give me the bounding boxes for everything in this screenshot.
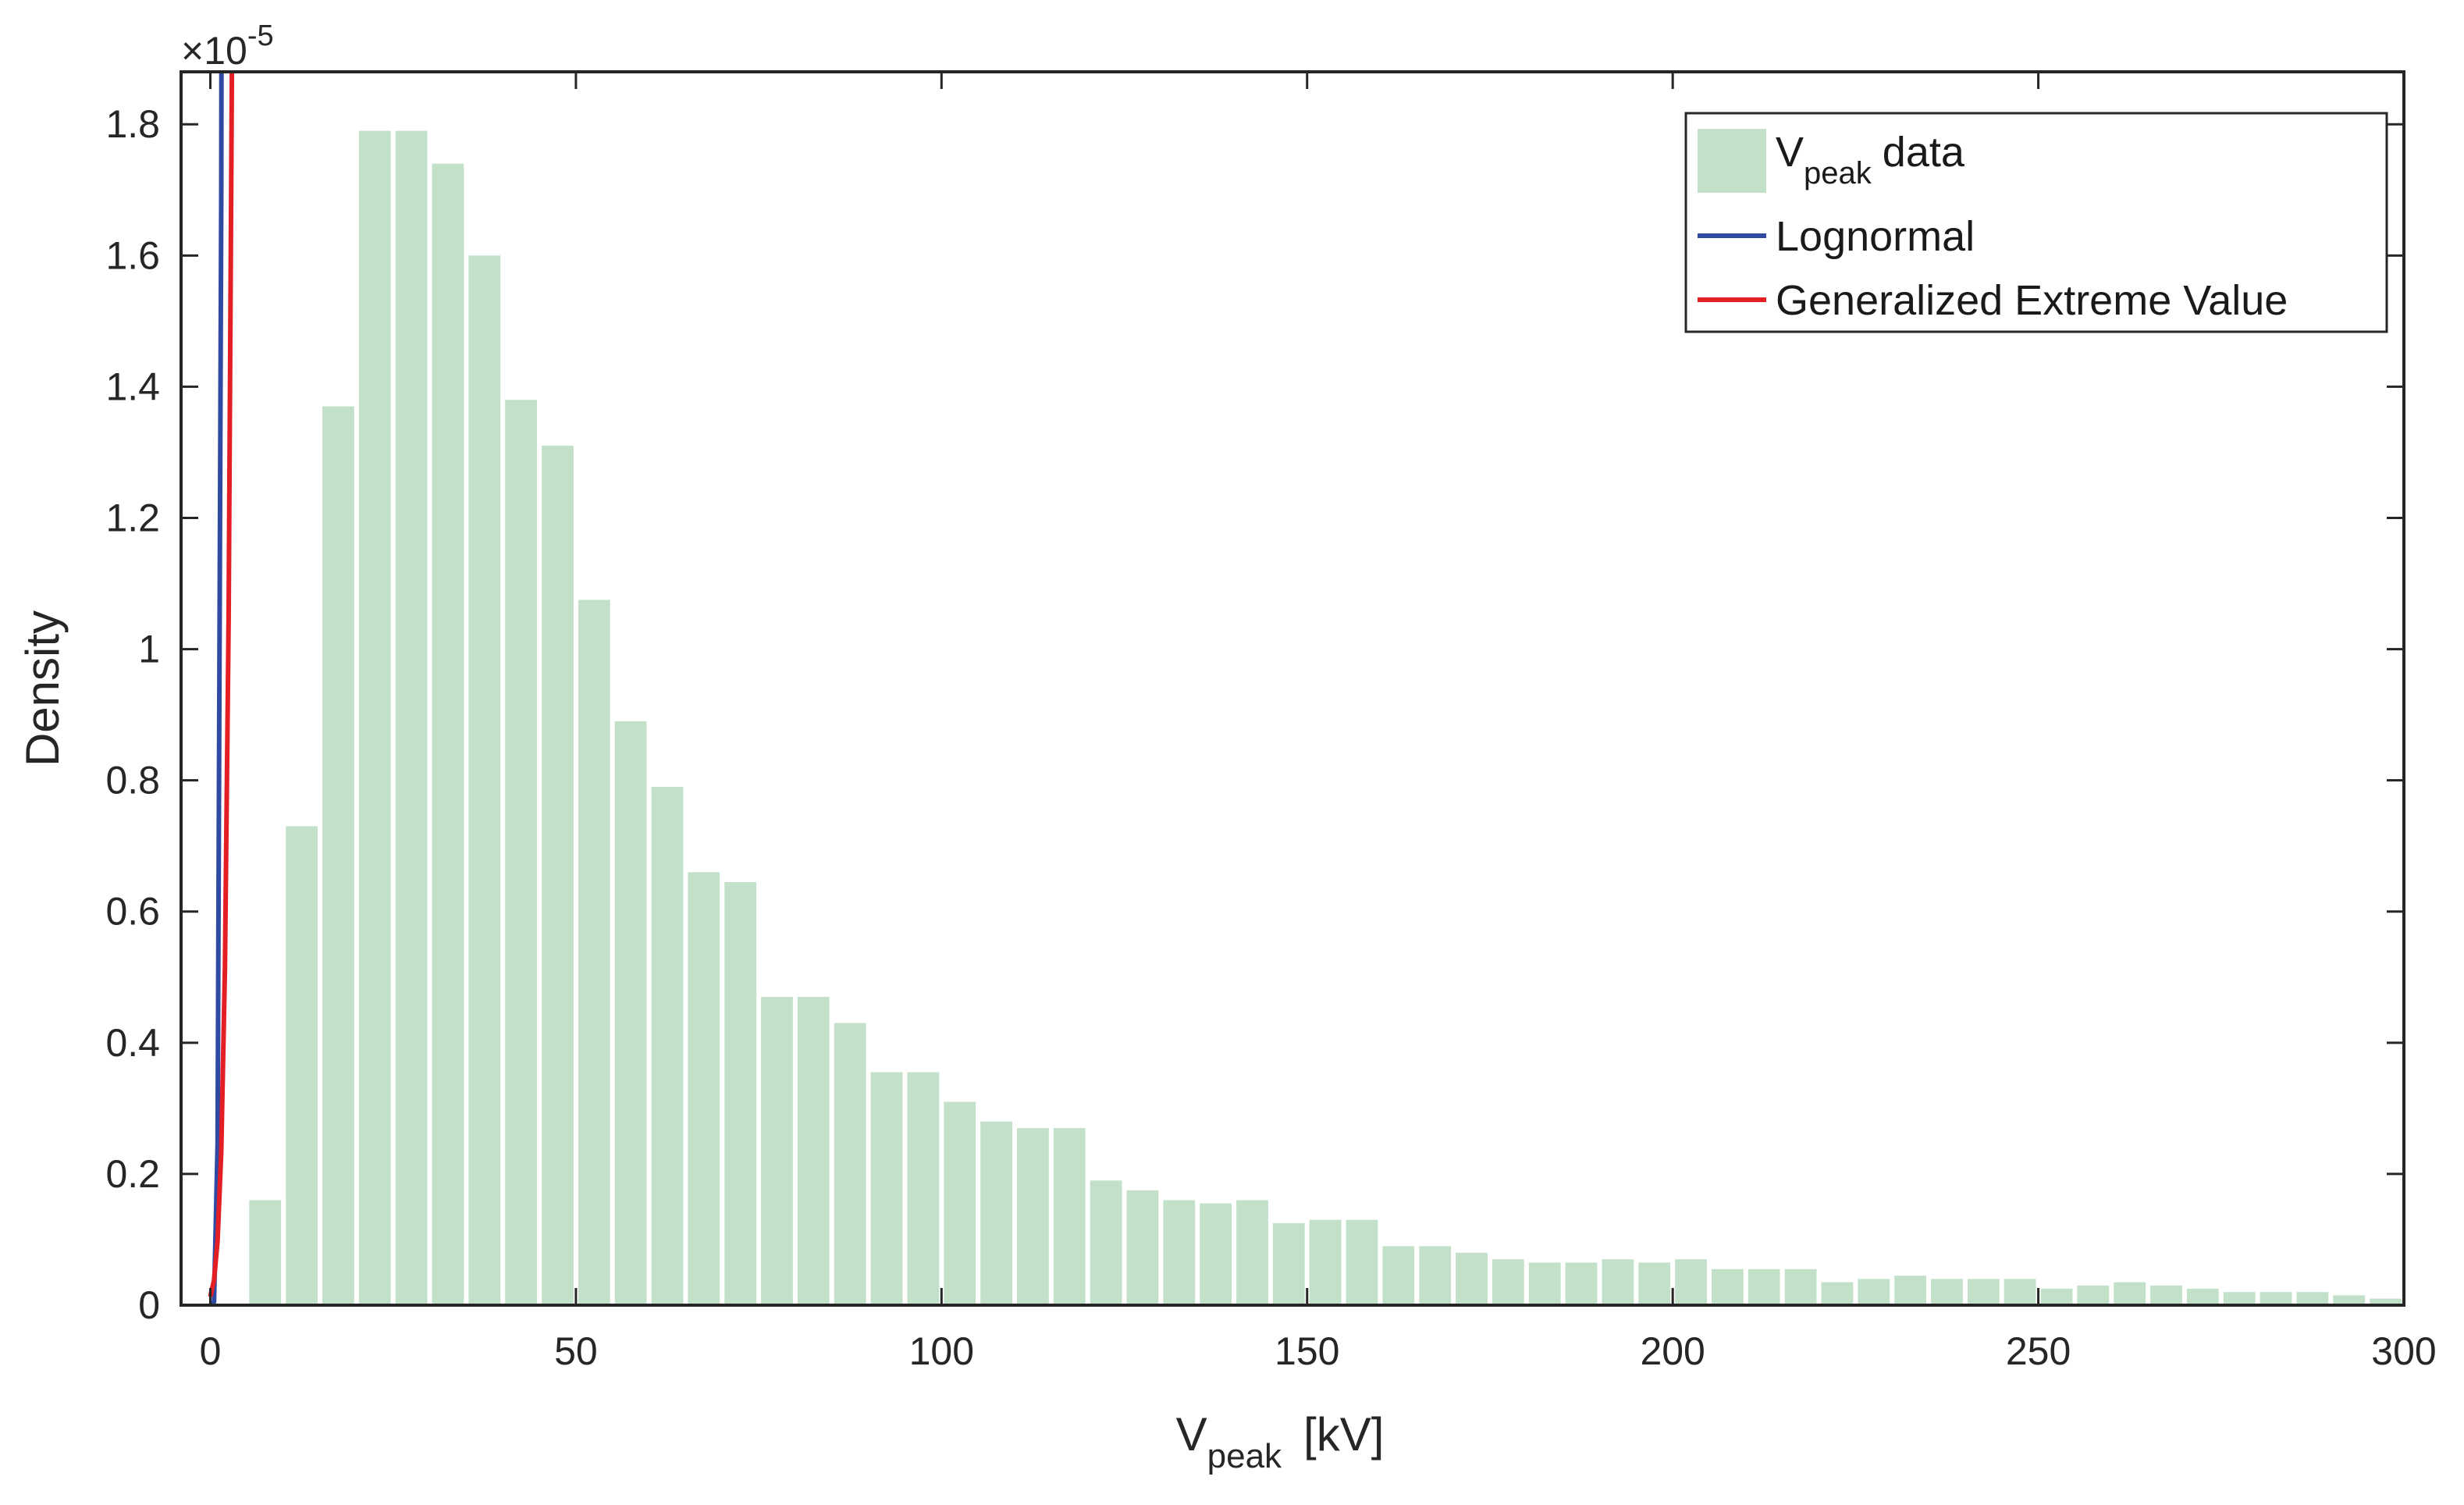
histogram-bar	[2150, 1285, 2182, 1305]
histogram-bar	[286, 826, 318, 1305]
y-tick-label: 0.8	[105, 759, 160, 802]
histogram-bar	[944, 1101, 976, 1305]
histogram-bar	[2114, 1282, 2146, 1305]
legend-swatch-histogram	[1698, 129, 1766, 193]
histogram-bar	[578, 600, 610, 1305]
histogram-bar	[1748, 1268, 1780, 1305]
histogram-bar	[1784, 1268, 1817, 1305]
histogram-bar	[249, 1200, 282, 1305]
y-tick-label: 1.6	[105, 233, 160, 277]
legend-label-gev: Generalized Extreme Value	[1776, 277, 2288, 324]
histogram-bar	[1053, 1128, 1086, 1305]
histogram-bar	[2223, 1292, 2256, 1305]
histogram-bar	[1492, 1259, 1524, 1305]
x-tick-label: 0	[200, 1329, 222, 1373]
histogram-bar	[2004, 1279, 2036, 1305]
y-tick-label: 1.4	[105, 365, 160, 408]
x-tick-label: 300	[2371, 1329, 2436, 1373]
x-tick-label: 150	[1275, 1329, 1339, 1373]
histogram-bar	[358, 130, 391, 1305]
legend-box	[1684, 112, 2388, 333]
histogram-bar	[2040, 1289, 2073, 1305]
histogram-bar	[432, 163, 464, 1305]
histogram-bar	[761, 997, 793, 1305]
x-tick-label: 250	[2006, 1329, 2071, 1373]
y-tick-label: 0.4	[105, 1021, 160, 1065]
histogram-bar	[505, 400, 537, 1305]
histogram-bar	[2333, 1295, 2366, 1305]
legend-label-histogram: Vpeak data	[1776, 129, 1965, 190]
histogram-bar	[468, 255, 501, 1305]
y-axis-ticks: 0 0.2 0.4 0.6 0.8 1 1.2 1.4 1.6 1.8	[105, 102, 2404, 1327]
histogram-bar	[1309, 1219, 1342, 1305]
y-multiplier: ×10-5	[181, 20, 274, 73]
y-tick-label: 1.8	[105, 102, 160, 146]
y-tick-label: 1.2	[105, 496, 160, 539]
x-axis-ticks: 0 50 100 150 200 250 300	[200, 72, 2437, 1373]
histogram-bar	[2260, 1292, 2292, 1305]
y-tick-label: 0.2	[105, 1152, 160, 1196]
y-tick-label: 1	[138, 628, 160, 671]
histogram-bar	[1090, 1180, 1122, 1305]
histogram-bar	[2296, 1292, 2329, 1305]
histogram-bar	[980, 1121, 1012, 1305]
histogram-bar	[1528, 1262, 1561, 1305]
y-tick-label: 0.6	[105, 890, 160, 934]
histogram-bar	[1382, 1246, 1415, 1305]
x-tick-label: 200	[1640, 1329, 1705, 1373]
histogram-bar	[542, 446, 574, 1305]
histogram-bar	[797, 997, 830, 1305]
histogram-bar	[1602, 1259, 1634, 1305]
legend: Vpeak data Lognormal Generalized Extreme …	[1684, 112, 2388, 333]
histogram-bar	[614, 721, 647, 1305]
histogram-bar	[1163, 1200, 1196, 1305]
histogram-bar	[1419, 1246, 1452, 1305]
histogram-bar	[1236, 1200, 1268, 1305]
histogram-bar	[1346, 1219, 1378, 1305]
histogram-bar	[1017, 1128, 1049, 1305]
histogram-bar	[1638, 1262, 1671, 1305]
histogram-bar	[651, 787, 684, 1305]
histogram-bar	[1858, 1279, 1890, 1305]
histogram-bar	[724, 881, 757, 1305]
x-axis-label: Vpeak [kV]	[1176, 1408, 1385, 1475]
histogram-bar	[1712, 1268, 1744, 1305]
histogram-bar	[870, 1072, 903, 1305]
histogram-bar	[1894, 1276, 1926, 1305]
x-tick-label: 50	[554, 1329, 598, 1373]
histogram-bar	[1272, 1222, 1305, 1305]
legend-label-lognormal: Lognormal	[1776, 213, 1975, 260]
histogram-bar	[1200, 1203, 1232, 1305]
histogram-bar	[322, 406, 354, 1305]
y-tick-label: 0	[138, 1283, 160, 1327]
histogram-bar	[1675, 1259, 1707, 1305]
histogram-bar	[1967, 1279, 2000, 1305]
histogram-bar	[688, 872, 720, 1305]
histogram-bar	[1821, 1282, 1854, 1305]
histogram-bar	[395, 130, 428, 1305]
x-tick-label: 100	[909, 1329, 974, 1373]
y-axis-label: Density	[16, 610, 69, 767]
histogram-bars	[249, 130, 2402, 1305]
histogram-bar	[1565, 1262, 1598, 1305]
histogram-bar	[907, 1072, 940, 1305]
histogram-bar	[2077, 1285, 2110, 1305]
histogram-bar	[834, 1023, 866, 1305]
histogram-bar	[1126, 1190, 1159, 1305]
histogram-bar	[1931, 1279, 1963, 1305]
histogram-bar	[2186, 1289, 2219, 1305]
histogram-bar	[2370, 1298, 2402, 1305]
histogram-bar	[1456, 1252, 1488, 1305]
axes-box	[180, 70, 2405, 1307]
